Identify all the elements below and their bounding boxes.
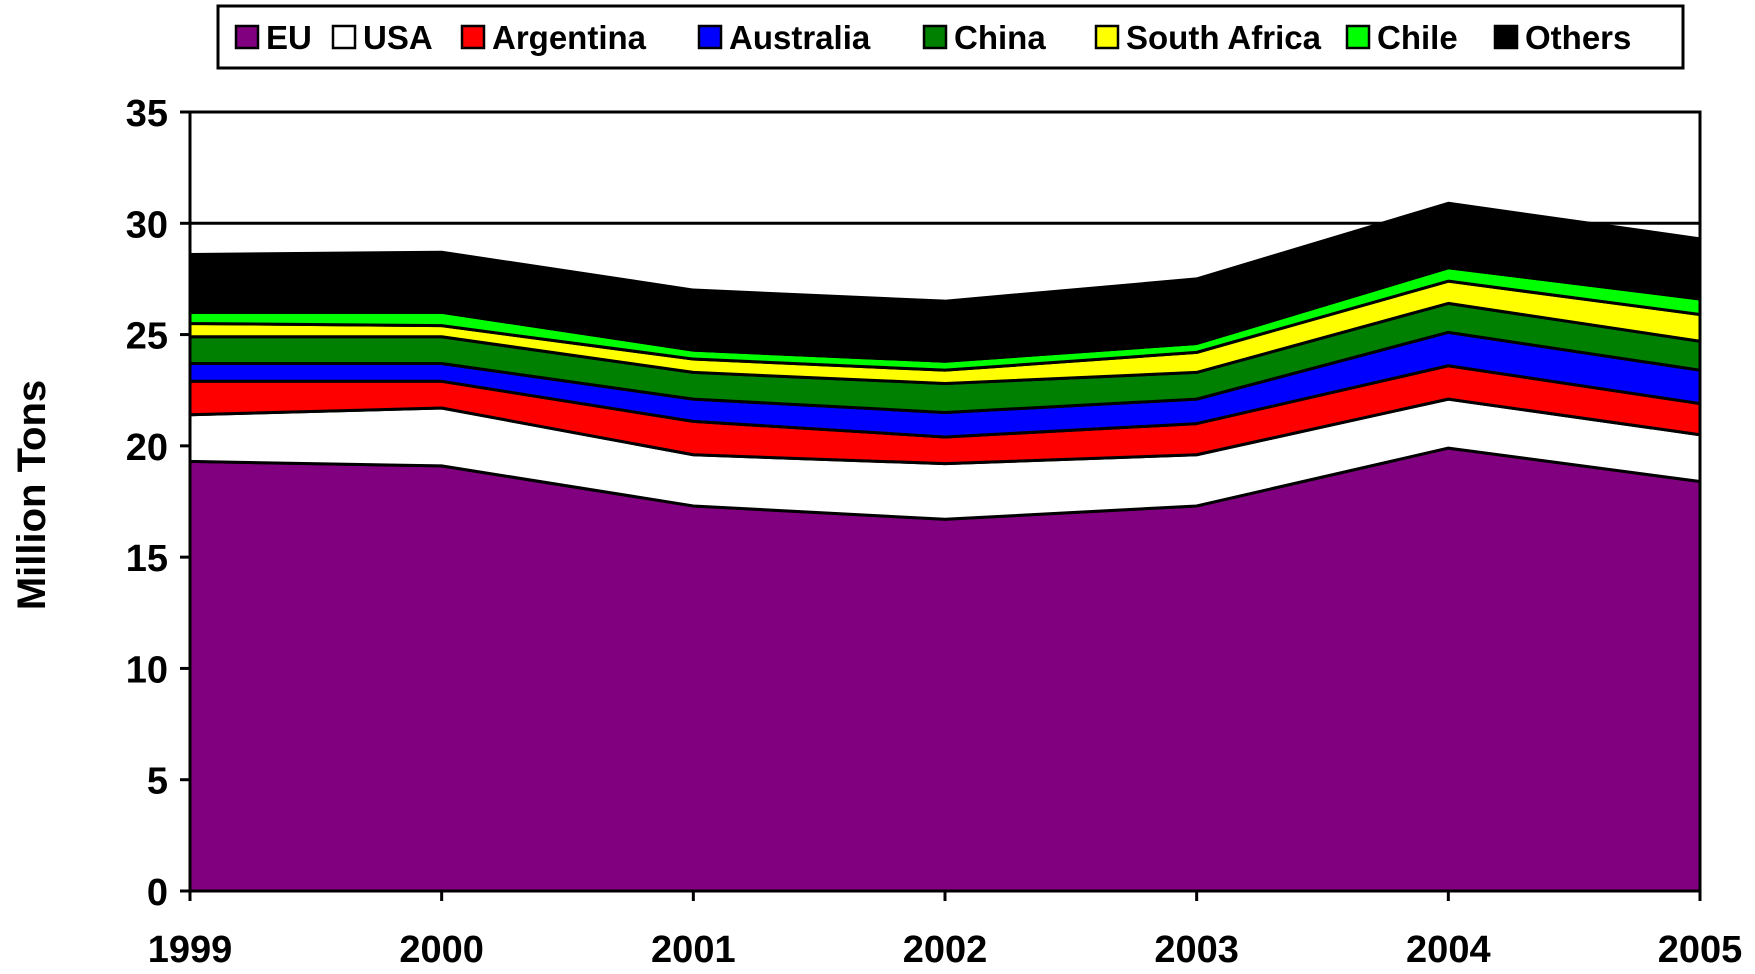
x-tick-label: 2002 [903,929,988,969]
legend-swatch-argentina [460,24,486,50]
legend-label-others: Others [1525,19,1631,56]
y-tick-label: 10 [126,649,168,691]
y-tick-label: 25 [126,316,168,358]
axes: 0 5 10 15 20 25 30 35 1999 2000 2001 2002 2003 2004 20… [126,93,1743,971]
legend-swatch-eu [234,24,260,50]
y-tick-label: 15 [126,538,168,580]
x-tick-label: 2000 [399,929,484,969]
legend-label-chile: Chile [1377,19,1458,56]
x-tick-label: 2001 [651,929,736,969]
legend-label-china: China [954,19,1046,56]
legend-label-australia: Australia [729,19,871,56]
legend-label-usa: USA [363,19,433,56]
y-tick-label: 35 [126,93,168,135]
y-tick-label: 30 [126,204,168,246]
legend-swatch-usa [331,24,357,50]
legend: EU USA Argentina Australia China South Africa… [216,4,1685,70]
legend-label-argentina: Argentina [492,19,647,56]
x-tick-label: 2004 [1406,929,1491,969]
x-tick-label: 1999 [148,929,233,969]
legend-swatch-chile [1345,24,1371,50]
legend-label-eu: EU [266,19,312,56]
legend-swatch-others [1493,24,1519,50]
legend-swatch-australia [697,24,723,50]
legend-label-south-africa: South Africa [1126,19,1322,56]
x-tick-label: 2003 [1154,929,1239,969]
legend-swatch-china [922,24,948,50]
plot-area [188,201,1702,893]
y-tick-label: 5 [147,761,168,803]
legend-swatch-south-africa [1094,24,1120,50]
legend-box [216,4,1685,70]
y-tick-label: 20 [126,427,168,469]
x-tick-label: 2005 [1658,929,1743,969]
y-tick-label: 0 [147,872,168,914]
y-axis-title: Million Tons [10,380,54,610]
